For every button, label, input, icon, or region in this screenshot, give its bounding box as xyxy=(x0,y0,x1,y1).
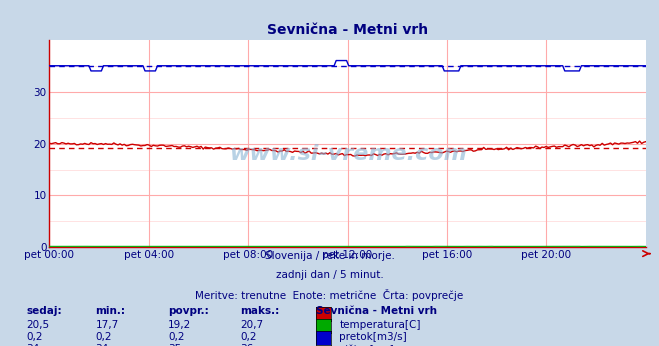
Text: 19,2: 19,2 xyxy=(168,320,191,330)
Text: 34: 34 xyxy=(96,344,109,346)
Text: 0,2: 0,2 xyxy=(96,332,112,342)
Text: višina[cm]: višina[cm] xyxy=(339,344,394,346)
Text: 17,7: 17,7 xyxy=(96,320,119,330)
Text: maks.:: maks.: xyxy=(241,306,280,316)
Text: 36: 36 xyxy=(241,344,254,346)
Text: 0,2: 0,2 xyxy=(26,332,43,342)
Text: 34: 34 xyxy=(26,344,40,346)
Text: www.si-vreme.com: www.si-vreme.com xyxy=(229,144,467,164)
Text: 20,5: 20,5 xyxy=(26,320,49,330)
Text: povpr.:: povpr.: xyxy=(168,306,209,316)
Text: Sevnična - Metni vrh: Sevnična - Metni vrh xyxy=(316,306,438,316)
Text: pretok[m3/s]: pretok[m3/s] xyxy=(339,332,407,342)
Text: sedaj:: sedaj: xyxy=(26,306,62,316)
Text: min.:: min.: xyxy=(96,306,126,316)
Text: Meritve: trenutne  Enote: metrične  Črta: povprečje: Meritve: trenutne Enote: metrične Črta: … xyxy=(195,289,464,301)
Text: 0,2: 0,2 xyxy=(168,332,185,342)
Text: 20,7: 20,7 xyxy=(241,320,264,330)
Text: 35: 35 xyxy=(168,344,181,346)
Text: Slovenija / reke in morje.: Slovenija / reke in morje. xyxy=(264,251,395,261)
Text: 0,2: 0,2 xyxy=(241,332,257,342)
Text: temperatura[C]: temperatura[C] xyxy=(339,320,421,330)
Title: Sevnična - Metni vrh: Sevnična - Metni vrh xyxy=(267,23,428,37)
Text: zadnji dan / 5 minut.: zadnji dan / 5 minut. xyxy=(275,270,384,280)
